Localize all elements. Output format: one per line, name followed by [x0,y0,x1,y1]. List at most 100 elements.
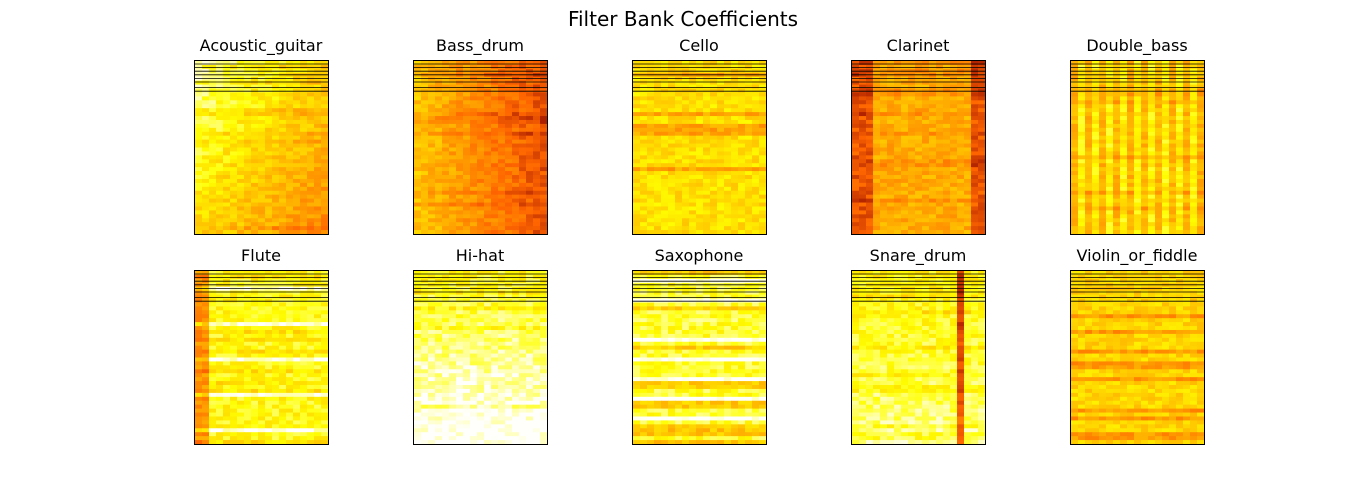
heatmap-cell [640,226,648,231]
heatmap-cell [456,159,464,164]
heatmap-cell [540,163,547,168]
heatmap-cell [477,100,485,105]
heatmap-cell [265,88,273,94]
heatmap-cell [230,218,238,223]
heatmap-cell [1134,96,1142,101]
heatmap-cell [307,226,315,231]
heatmap-cell [279,357,287,363]
heatmap-cell [279,361,287,366]
heatmap-cell [703,214,711,219]
heatmap-cell [209,163,217,168]
heatmap-cell [1148,182,1156,188]
heatmap-cell [526,167,534,172]
heatmap-cell [209,408,217,414]
heatmap-cell [943,61,951,66]
heatmap-cell [922,104,930,109]
heatmap-cell [209,206,217,212]
heatmap-cell [265,416,273,422]
heatmap-cell [265,306,273,311]
heatmap-cell [321,369,328,374]
heatmap-cell [512,218,520,223]
heatmap-cell [216,412,224,418]
heatmap-cell [449,178,457,184]
heatmap-cell [512,61,520,66]
heatmap-cell [689,139,697,145]
heatmap-cell [866,159,874,164]
heatmap-cell [286,400,294,406]
heatmap-cell [449,88,457,94]
heatmap-cell [216,147,224,153]
heatmap-cell [421,119,429,125]
heatmap-cell [887,159,895,164]
heatmap-cell [859,178,867,184]
heatmap-cell [710,147,718,153]
heatmap-cell [265,61,273,66]
heatmap-cell [1106,88,1114,94]
heatmap-cell [950,206,958,212]
heatmap-cell [477,64,485,70]
heatmap-cell [1134,202,1142,208]
heatmap-cell [752,84,760,90]
heatmap-cell [505,190,513,196]
heatmap-cell [929,194,937,200]
heatmap-cell [703,104,711,109]
heatmap-cell [442,61,450,66]
heatmap-cell [745,96,753,101]
heatmap-cell [526,131,534,137]
heatmap-cell [724,194,732,200]
heatmap-cell [1092,210,1100,215]
heatmap-cell [244,412,252,418]
heatmap-cell [540,84,547,90]
heatmap-cell [307,76,315,82]
heatmap-cell [258,167,266,172]
heatmap-cell [647,163,655,168]
heatmap-cell [258,329,266,335]
heatmap-cell [258,104,266,109]
heatmap-cell [307,61,315,66]
heatmap-cell [1106,139,1114,145]
heatmap-cell [293,353,301,359]
heatmap-cell [950,182,958,188]
heatmap-cell [237,167,245,172]
heatmap-cell [936,147,944,153]
heatmap-cell [1183,147,1191,153]
heatmap-cell [491,139,499,145]
heatmap-cell [724,80,732,86]
heatmap-cell [710,151,718,156]
heatmap-cell [922,61,930,66]
heatmap-cell [950,159,958,164]
heatmap-cell [675,143,683,149]
heatmap-cell [216,408,224,414]
heatmap-cell [244,84,252,90]
heatmap-cell [1162,127,1170,133]
heatmap-cell [223,147,231,153]
heatmap-cell [442,147,450,153]
heatmap-cell [321,400,328,406]
heatmap-cell [286,127,294,133]
heatmap-cell [731,100,739,105]
heatmap-cell [293,92,301,97]
heatmap-cell [491,151,499,156]
heatmap-cell [463,178,471,184]
heatmap-cell [230,135,238,141]
heatmap-cell [696,182,704,188]
heatmap-cell [1078,92,1086,97]
heatmap-cell [661,143,669,149]
heatmap-cell [519,76,527,82]
heatmap-cell [859,222,867,227]
heatmap-cell [745,210,753,215]
heatmap-cell [668,100,676,105]
heatmap-cell [300,222,308,227]
heatmap-cell [957,64,965,70]
heatmap-cell [936,230,944,234]
heatmap-cell [647,214,655,219]
heatmap-cell [209,96,217,101]
heatmap-cell [307,155,315,160]
heatmap-cell [202,369,210,374]
heatmap-cell [484,147,492,153]
heatmap-cell [230,373,238,378]
heatmap-cell [244,206,252,212]
heatmap-cell [293,139,301,145]
heatmap-cell [647,194,655,200]
heatmap-cell [216,84,224,90]
